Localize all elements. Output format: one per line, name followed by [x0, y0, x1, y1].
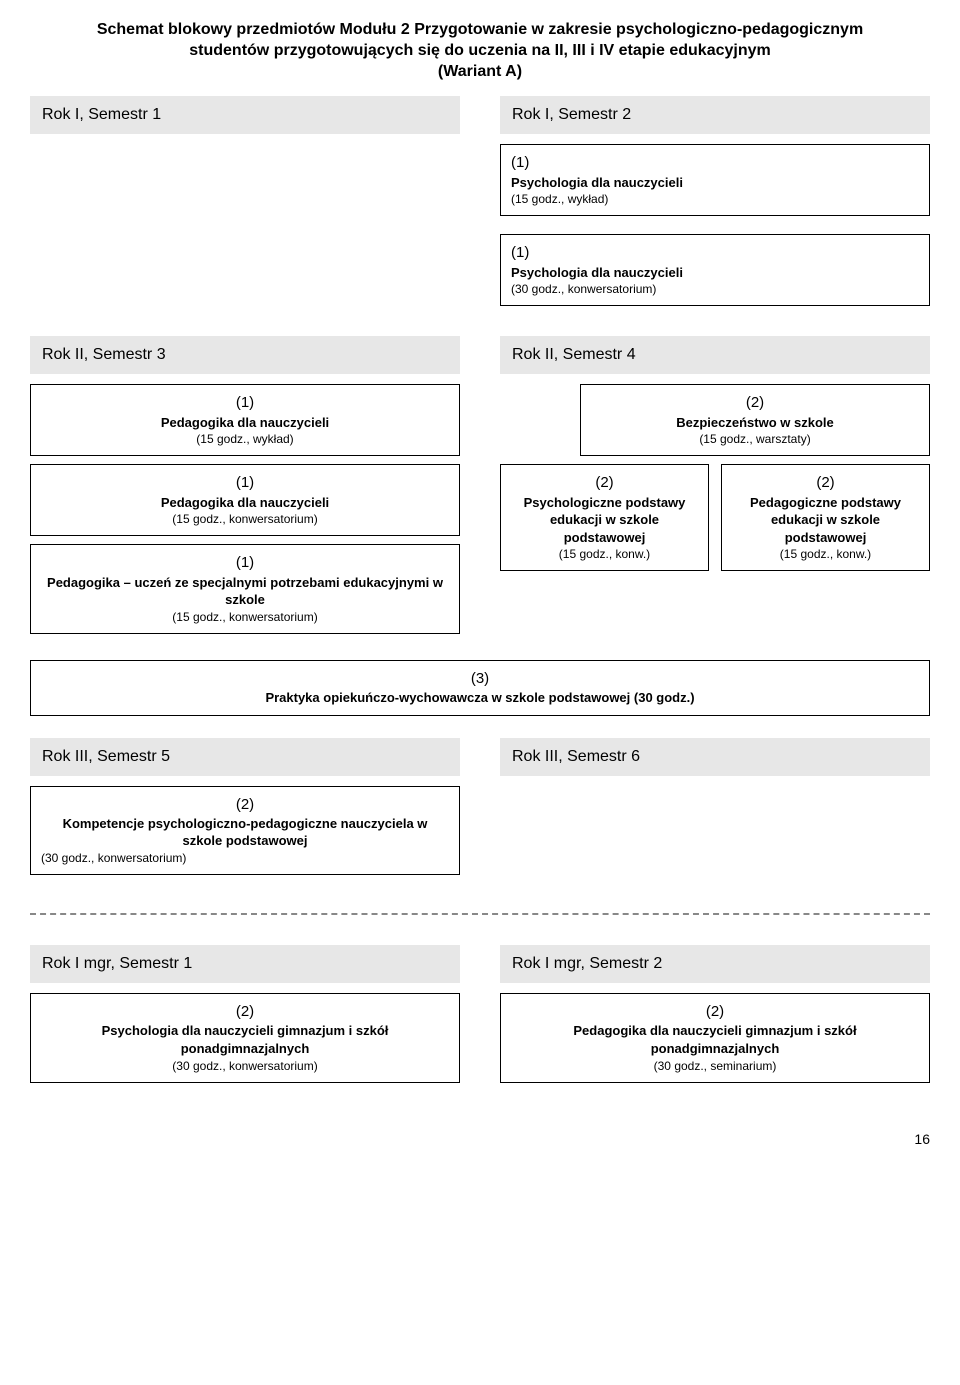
title-line-1: Schemat blokowy przedmiotów Modułu 2 Prz… [30, 20, 930, 41]
course-box: (2) Psychologia dla nauczycieli gimnazju… [30, 993, 460, 1083]
title-line-2: studentów przygotowujących się do uczeni… [30, 41, 930, 62]
sem-header-row4-right: Rok I mgr, Semestr 2 [500, 945, 930, 983]
row-3: Rok III, Semestr 5 (2) Kompetencje psych… [30, 738, 930, 884]
row1-left-col: Rok I, Semestr 1 [30, 96, 460, 314]
course-num: (2) [511, 473, 698, 493]
course-hours: (30 godz., konwersatorium) [511, 281, 919, 297]
course-name: Psychologia dla nauczycieli [511, 264, 919, 282]
row4-left-col: Rok I mgr, Semestr 1 (2) Psychologia dla… [30, 945, 460, 1091]
course-num: (2) [41, 1002, 449, 1022]
course-hours: (15 godz., wykład) [41, 431, 449, 447]
title-line-3: (Wariant A) [30, 62, 930, 83]
course-name: Psychologia dla nauczycieli gimnazjum i … [41, 1022, 449, 1057]
sem-header-row1-right: Rok I, Semestr 2 [500, 96, 930, 134]
course-hours: (15 godz., konw.) [511, 546, 698, 562]
course-box: (1) Psychologia dla nauczycieli (15 godz… [500, 144, 930, 216]
course-hours: (15 godz., konwersatorium) [41, 609, 449, 625]
course-num: (2) [732, 473, 919, 493]
page-title: Schemat blokowy przedmiotów Modułu 2 Prz… [30, 20, 930, 82]
course-hours: (15 godz., konw.) [732, 546, 919, 562]
course-hours: (15 godz., warsztaty) [591, 431, 919, 447]
course-name: Pedagogika dla nauczycieli gimnazjum i s… [511, 1022, 919, 1057]
course-box: (2) Kompetencje psychologiczno-pedagogic… [30, 786, 460, 876]
page-number: 16 [30, 1131, 930, 1147]
row3-right-col: Rok III, Semestr 6 [500, 738, 930, 884]
course-box: (2) Pedagogika dla nauczycieli gimnazjum… [500, 993, 930, 1083]
course-num: (2) [41, 795, 449, 815]
course-name: Psychologiczne podstawy edukacji w szkol… [511, 494, 698, 547]
course-name: Pedagogiczne podstawy edukacji w szkole … [732, 494, 919, 547]
course-box: (1) Pedagogika dla nauczycieli (15 godz.… [30, 464, 460, 536]
course-name: Pedagogika – uczeń ze specjalnymi potrze… [41, 574, 449, 609]
course-num: (2) [591, 393, 919, 413]
course-box: (2) Psychologiczne podstawy edukacji w s… [500, 464, 709, 571]
course-box: (1) Pedagogika – uczeń ze specjalnymi po… [30, 544, 460, 634]
course-box: (2) Pedagogiczne podstawy edukacji w szk… [721, 464, 930, 571]
row-1: Rok I, Semestr 1 Rok I, Semestr 2 (1) Ps… [30, 96, 930, 314]
course-hours: (15 godz., konwersatorium) [41, 511, 449, 527]
sem-header-row3-right: Rok III, Semestr 6 [500, 738, 930, 776]
course-name: Pedagogika dla nauczycieli [41, 494, 449, 512]
course-box-wide: (3) Praktyka opiekuńczo-wychowawcza w sz… [30, 660, 930, 716]
course-hours: (30 godz., seminarium) [511, 1058, 919, 1074]
row2-right-col: Rok II, Semestr 4 (2) Bezpieczeństwo w s… [500, 336, 930, 642]
course-num: (1) [41, 393, 449, 413]
course-box: (1) Pedagogika dla nauczycieli (15 godz.… [30, 384, 460, 456]
sem-header-row4-left: Rok I mgr, Semestr 1 [30, 945, 460, 983]
course-box: (1) Psychologia dla nauczycieli (30 godz… [500, 234, 930, 306]
course-box: (2) Bezpieczeństwo w szkole (15 godz., w… [580, 384, 930, 456]
course-num: (1) [511, 243, 919, 263]
row1-right-col: Rok I, Semestr 2 (1) Psychologia dla nau… [500, 96, 930, 314]
row4-right-col: Rok I mgr, Semestr 2 (2) Pedagogika dla … [500, 945, 930, 1091]
course-hours: (30 godz., konwersatorium) [41, 1058, 449, 1074]
course-num: (1) [511, 153, 919, 173]
course-hours: (30 godz., konwersatorium) [41, 850, 449, 866]
course-name: Pedagogika dla nauczycieli [41, 414, 449, 432]
course-hours: (15 godz., wykład) [511, 191, 919, 207]
row-2: Rok II, Semestr 3 (1) Pedagogika dla nau… [30, 336, 930, 642]
sem-header-row2-right: Rok II, Semestr 4 [500, 336, 930, 374]
course-name: Praktyka opiekuńczo-wychowawcza w szkole… [41, 689, 919, 707]
sem-header-row1-left: Rok I, Semestr 1 [30, 96, 460, 134]
course-num: (1) [41, 473, 449, 493]
course-name: Psychologia dla nauczycieli [511, 174, 919, 192]
sem-header-row3-left: Rok III, Semestr 5 [30, 738, 460, 776]
row2-left-col: Rok II, Semestr 3 (1) Pedagogika dla nau… [30, 336, 460, 642]
sem-header-row2-left: Rok II, Semestr 3 [30, 336, 460, 374]
row2-side-by-side: (2) Psychologiczne podstawy edukacji w s… [500, 464, 930, 579]
course-num: (1) [41, 553, 449, 573]
row-4: Rok I mgr, Semestr 1 (2) Psychologia dla… [30, 945, 930, 1091]
course-num: (3) [41, 669, 919, 689]
section-divider [30, 913, 930, 915]
course-name: Kompetencje psychologiczno-pedagogiczne … [41, 815, 449, 850]
row3-left-col: Rok III, Semestr 5 (2) Kompetencje psych… [30, 738, 460, 884]
course-num: (2) [511, 1002, 919, 1022]
course-name: Bezpieczeństwo w szkole [591, 414, 919, 432]
